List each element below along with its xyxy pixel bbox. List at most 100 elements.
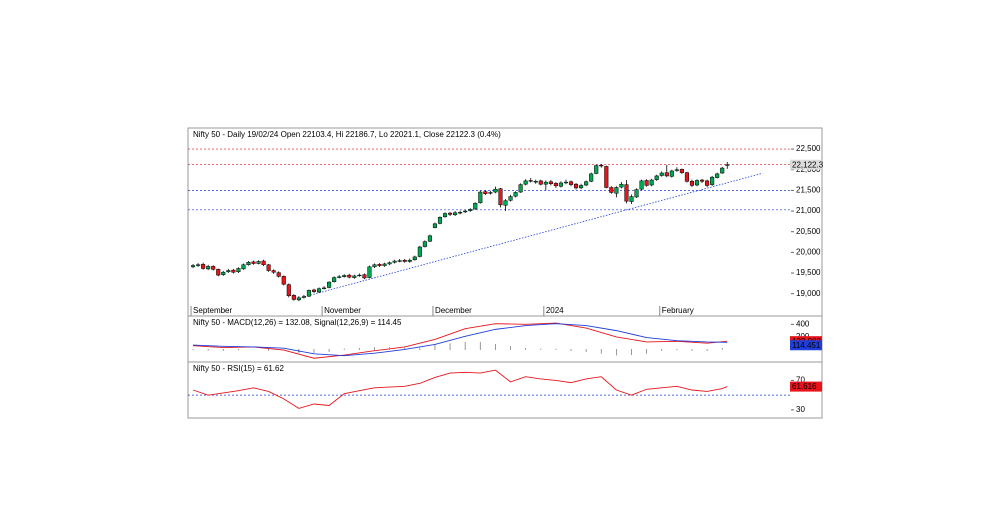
candle-body <box>377 264 382 266</box>
y-tick-label: 21,000 <box>796 206 821 215</box>
value-label: 22,122.3 <box>792 160 824 169</box>
candle-body <box>226 270 231 273</box>
candle-body <box>609 187 614 193</box>
candle-body <box>190 265 196 268</box>
candle-body <box>196 264 201 266</box>
candle-body <box>422 241 427 247</box>
candle-body <box>342 275 347 277</box>
chart-frame <box>187 127 823 419</box>
candle-body <box>332 277 337 282</box>
candle-body <box>372 264 377 268</box>
value-label-box <box>790 381 822 392</box>
candle-body <box>584 181 589 186</box>
value-label-box <box>790 340 822 351</box>
candle-body <box>639 180 644 190</box>
candle-body <box>236 268 241 273</box>
panel-title: Nifty 50 - MACD(12,26) = 132.08, Signal(… <box>193 318 402 327</box>
candle-body <box>538 180 543 185</box>
candle-body <box>296 297 301 301</box>
y-tick-label: 21,500 <box>796 186 821 195</box>
candle-body <box>201 264 206 269</box>
candle-body <box>553 183 558 187</box>
candle-body <box>619 183 624 188</box>
y-tick-label: 70 <box>796 376 805 385</box>
candle-body <box>644 180 649 186</box>
candle-body <box>533 181 538 183</box>
candle-body <box>614 187 619 194</box>
candle-body <box>548 181 553 185</box>
candle-body <box>528 180 533 182</box>
candle-body <box>206 266 211 270</box>
candle-body <box>568 181 574 185</box>
candle-body <box>725 164 730 166</box>
candle-body <box>700 179 705 182</box>
candle-body <box>634 189 639 198</box>
candle-body <box>689 181 695 186</box>
value-label: 61.616 <box>792 382 817 391</box>
candle-body <box>574 183 579 189</box>
candle-body <box>241 264 246 270</box>
y-tick-label: 19,500 <box>796 268 821 277</box>
candle-body <box>301 296 306 298</box>
y-tick-label: 400 <box>796 319 810 328</box>
candle-body <box>256 261 261 264</box>
candle-body <box>604 166 609 188</box>
candle-body <box>579 185 584 189</box>
candle-body <box>594 165 599 174</box>
candle-body <box>291 295 296 300</box>
candle-body <box>266 264 271 271</box>
candle-body <box>397 260 402 262</box>
candle-body <box>558 182 563 187</box>
candle-body <box>518 184 523 193</box>
candle-body <box>463 210 468 213</box>
candle-body <box>362 274 367 279</box>
candle-body <box>216 269 221 276</box>
candle-body <box>498 188 503 206</box>
candle-body <box>246 262 251 266</box>
indicator-line <box>193 323 728 357</box>
x-tick-label: September <box>193 306 232 315</box>
candle-body <box>679 169 684 173</box>
candle-body <box>473 202 478 210</box>
candle-body <box>281 276 286 285</box>
candle-body <box>432 223 437 228</box>
candle-body <box>261 260 266 266</box>
panel-title: Nifty 50 - RSI(15) = 61.62 <box>193 364 284 373</box>
candle-body <box>468 209 473 211</box>
candle-body <box>286 284 291 297</box>
candle-body <box>392 260 397 263</box>
y-tick-label: 30 <box>796 405 805 414</box>
candle-body <box>563 181 569 184</box>
candle-body <box>221 271 226 275</box>
candle-body <box>659 172 664 176</box>
candle-body <box>493 188 498 193</box>
candle-body <box>211 266 216 270</box>
value-label: 114.451 <box>792 341 821 350</box>
trend-line <box>298 172 763 299</box>
candle-body <box>427 235 432 242</box>
x-tick-label: November <box>324 306 361 315</box>
candle-body <box>387 262 392 265</box>
candle-body <box>513 192 518 197</box>
candle-body <box>271 270 276 273</box>
candle-body <box>654 175 659 180</box>
x-tick-label: 2024 <box>546 306 564 315</box>
candle-body <box>327 281 332 288</box>
candle-body <box>437 216 443 224</box>
candle-body <box>322 287 327 289</box>
candle-body <box>448 212 453 215</box>
candle-body <box>347 274 352 278</box>
candle-body <box>503 200 508 206</box>
candle-body <box>684 172 689 182</box>
candle-body <box>629 196 634 202</box>
candle-body <box>311 289 317 292</box>
candle-body <box>412 256 417 261</box>
value-label-box <box>790 159 822 170</box>
candle-body <box>251 261 256 264</box>
y-tick-label: 22,500 <box>796 144 821 153</box>
candle-body <box>508 196 513 201</box>
indicator-line <box>192 369 728 409</box>
candle-body <box>674 169 679 171</box>
x-tick-label: December <box>435 306 472 315</box>
